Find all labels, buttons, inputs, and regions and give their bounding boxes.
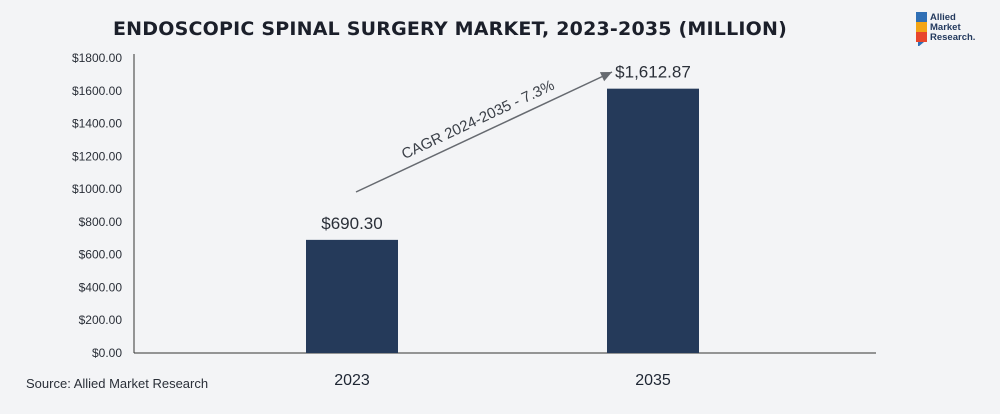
cagr-arrow-head-icon [599,72,612,82]
y-tick-label: $1800.00 [72,51,122,65]
cagr-arrow-line [355,71,613,193]
company-logo: Allied Market Research. [916,12,994,54]
y-tick-label: $400.00 [79,280,123,294]
bar [306,239,398,353]
logo-mark-icon [916,12,927,46]
y-tick-label: $0.00 [92,346,122,360]
y-tick-label: $600.00 [79,248,123,262]
bar [607,88,699,354]
data-label: $690.30 [321,214,382,233]
data-label: $1,612.87 [615,63,691,82]
x-tick-label: 2023 [334,372,370,389]
source-note: Source: Allied Market Research [26,376,209,391]
y-tick-label: $200.00 [79,313,123,327]
y-tick-label: $1000.00 [72,182,122,196]
logo-line-1: Allied [930,12,956,23]
cagr-annotation: CAGR 2024-2035 - 7.3% [399,77,557,163]
logo-line-3: Research. [930,32,976,43]
y-tick-label: $800.00 [79,215,123,229]
y-tick-label: $1200.00 [72,149,122,163]
logo-line-2: Market [930,22,961,33]
y-tick-label: $1600.00 [72,84,122,98]
x-tick-label: 2035 [635,372,671,389]
chart-title: ENDOSCOPIC SPINAL SURGERY MARKET, 2023-2… [113,18,787,40]
y-tick-label: $1400.00 [72,117,122,131]
logo-text: Allied Market Research. [930,13,975,43]
